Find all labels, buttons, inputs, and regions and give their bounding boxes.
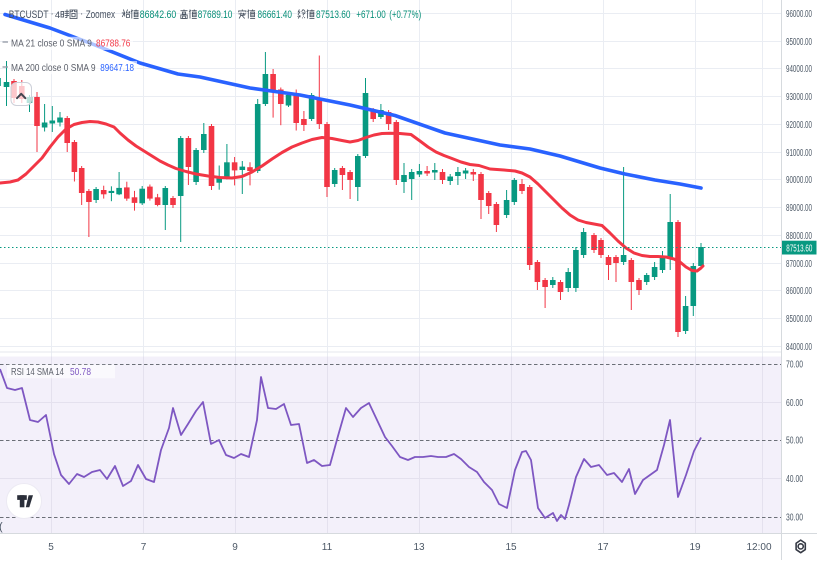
svg-text:30.00: 30.00 (786, 512, 803, 523)
svg-text:MA 21 close 0 SMA 9: MA 21 close 0 SMA 9 (11, 38, 92, 50)
svg-text:94000.00: 94000.00 (786, 64, 812, 75)
svg-text:(: ( (0, 521, 3, 533)
svg-text:96000.00: 96000.00 (786, 9, 812, 20)
svg-text:·: · (80, 8, 84, 20)
svg-text:70.00: 70.00 (786, 359, 803, 370)
svg-text:90000.00: 90000.00 (786, 175, 812, 186)
svg-text:86788.76: 86788.76 (96, 38, 131, 50)
svg-text:RSI 14 SMA 14: RSI 14 SMA 14 (11, 366, 64, 378)
svg-text:95000.00: 95000.00 (786, 37, 812, 48)
svg-text:BTCUSDT: BTCUSDT (9, 9, 49, 21)
svg-text:40.00: 40.00 (786, 474, 803, 485)
svg-text:50.00: 50.00 (786, 435, 803, 446)
svg-text:86842.60: 86842.60 (140, 9, 177, 21)
svg-text:9: 9 (232, 542, 238, 553)
svg-text:89647.18: 89647.18 (100, 62, 134, 74)
svg-text:11: 11 (322, 542, 333, 553)
svg-text:13: 13 (413, 542, 425, 553)
svg-text:91000.00: 91000.00 (786, 148, 812, 159)
svg-text:88000.00: 88000.00 (786, 231, 812, 242)
svg-text:MA 200 close 0 SMA 9: MA 200 close 0 SMA 9 (11, 62, 96, 74)
svg-text:50.78: 50.78 (70, 366, 91, 378)
svg-text:86000.00: 86000.00 (786, 286, 812, 297)
svg-text:85000.00: 85000.00 (786, 314, 812, 325)
svg-text:12:00: 12:00 (746, 542, 771, 553)
svg-text:19: 19 (689, 542, 701, 553)
svg-text:86661.40: 86661.40 (258, 9, 293, 21)
svg-text:87513.60: 87513.60 (316, 9, 351, 21)
svg-text:89000.00: 89000.00 (786, 203, 812, 214)
svg-text:Zoomex: Zoomex (86, 9, 116, 21)
svg-text:60.00: 60.00 (786, 398, 803, 409)
svg-text:·: · (50, 8, 54, 20)
svg-text:84000.00: 84000.00 (786, 342, 812, 353)
svg-text:87513.60: 87513.60 (786, 244, 812, 255)
svg-text:15: 15 (505, 542, 517, 553)
svg-text:93000.00: 93000.00 (786, 92, 812, 103)
svg-text:4: 4 (55, 10, 60, 21)
svg-text:87000.00: 87000.00 (786, 259, 812, 270)
svg-text:17: 17 (597, 542, 609, 553)
svg-text:92000.00: 92000.00 (786, 120, 812, 131)
svg-text:7: 7 (141, 542, 147, 553)
svg-text:87689.10: 87689.10 (198, 9, 233, 21)
svg-text:(+0.77%): (+0.77%) (389, 9, 421, 21)
svg-text:5: 5 (48, 542, 54, 553)
svg-text:+671.00: +671.00 (356, 9, 385, 21)
